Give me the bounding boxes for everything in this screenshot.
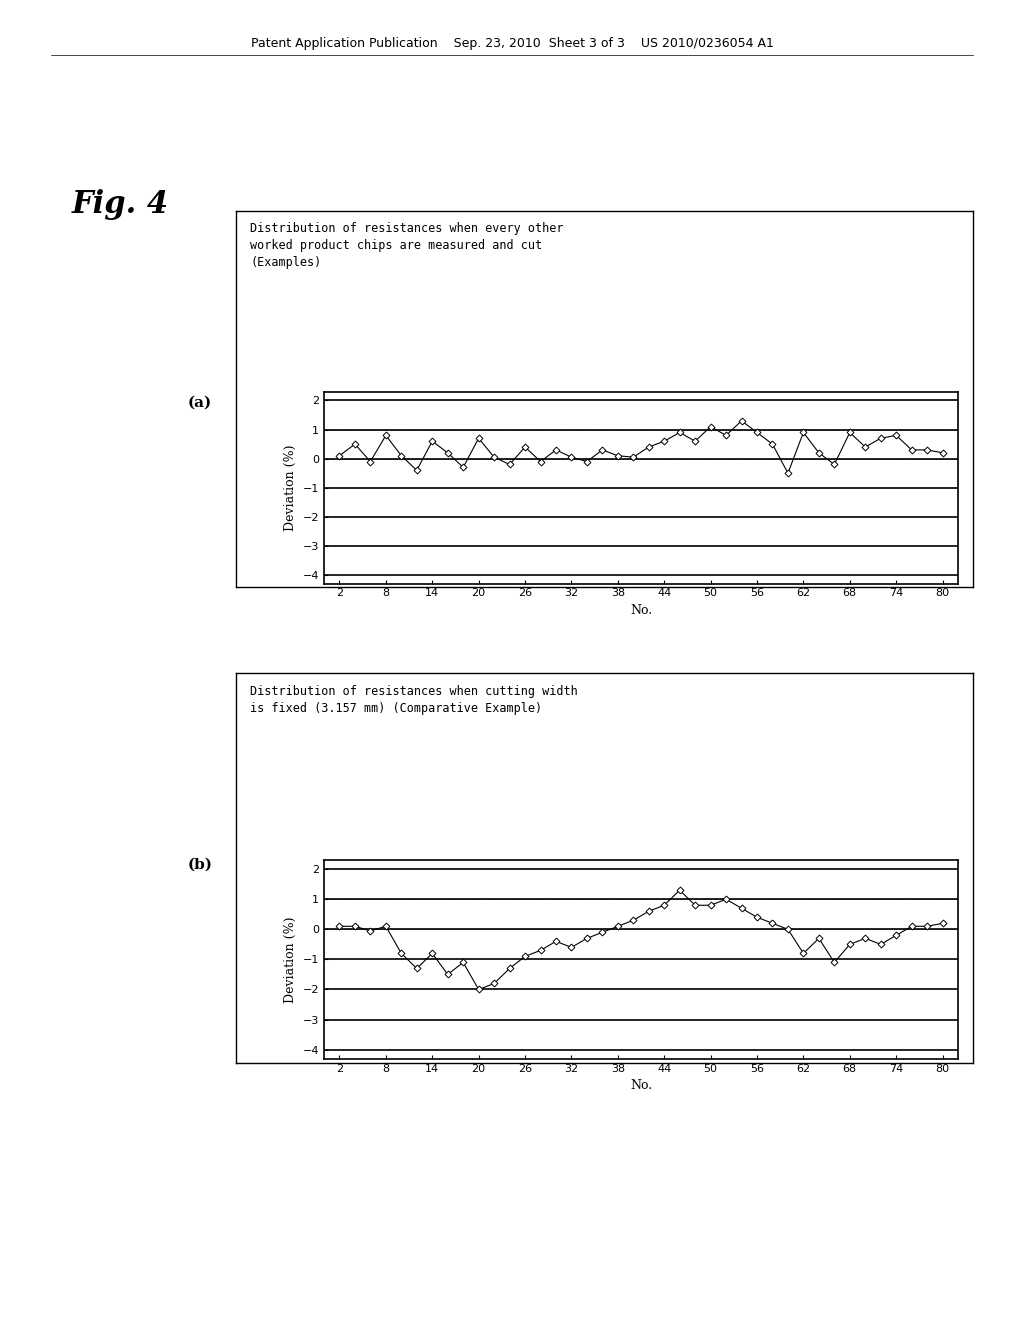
Y-axis label: Deviation (%): Deviation (%) [284,916,297,1003]
Text: (b): (b) [187,858,212,871]
Text: Patent Application Publication    Sep. 23, 2010  Sheet 3 of 3    US 2010/0236054: Patent Application Publication Sep. 23, … [251,37,773,50]
X-axis label: No.: No. [630,1080,652,1092]
Text: Distribution of resistances when cutting width
is fixed (3.157 mm) (Comparative : Distribution of resistances when cutting… [250,685,578,715]
Text: Distribution of resistances when every other
worked product chips are measured a: Distribution of resistances when every o… [250,223,564,269]
Y-axis label: Deviation (%): Deviation (%) [284,445,297,531]
X-axis label: No.: No. [630,605,652,616]
Text: (a): (a) [187,396,212,409]
Text: Fig. 4: Fig. 4 [72,189,169,220]
